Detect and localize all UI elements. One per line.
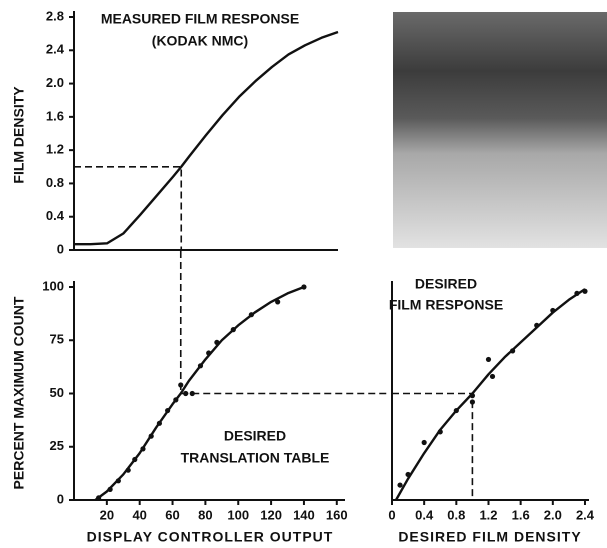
- x-tick-label: 1.6: [512, 507, 530, 522]
- x-tick-label: 0.8: [447, 507, 465, 522]
- y-tick-label: 25: [50, 438, 64, 453]
- x-axis-label: DISPLAY CONTROLLER OUTPUT: [87, 529, 334, 545]
- data-point: [490, 374, 495, 379]
- x-tick-label: 120: [260, 507, 282, 522]
- guide-line: [181, 251, 387, 394]
- data-point: [190, 391, 195, 396]
- data-point: [206, 350, 211, 355]
- x-tick-label: 2.0: [544, 507, 562, 522]
- guide-line: [74, 167, 181, 250]
- y-tick-label: 2.8: [46, 8, 64, 23]
- x-tick-label: 0: [388, 507, 395, 522]
- chart-title: DESIRED: [415, 276, 477, 292]
- data-point: [198, 363, 203, 368]
- data-point: [231, 327, 236, 332]
- y-tick-label: 0: [57, 241, 64, 256]
- data-point: [126, 468, 131, 473]
- film-photo: [393, 12, 607, 248]
- y-tick-label: 75: [50, 332, 64, 347]
- data-point: [470, 393, 475, 398]
- data-point: [157, 421, 162, 426]
- y-axis-label: PERCENT MAXIMUM COUNT: [11, 296, 27, 489]
- data-point: [108, 487, 113, 492]
- data-point: [486, 357, 491, 362]
- data-point: [275, 299, 280, 304]
- data-point: [165, 408, 170, 413]
- chart-subtitle: FILM RESPONSE: [389, 297, 503, 313]
- data-point: [96, 495, 101, 500]
- data-point: [470, 399, 475, 404]
- annotation: TRANSLATION TABLE: [181, 450, 330, 466]
- data-point: [438, 429, 443, 434]
- y-tick-label: 0: [57, 491, 64, 506]
- x-axis-label: DESIRED FILM DENSITY: [398, 529, 581, 545]
- data-point: [183, 391, 188, 396]
- x-tick-label: 1.2: [479, 507, 497, 522]
- data-point: [149, 434, 154, 439]
- data-point: [454, 408, 459, 413]
- y-tick-label: 2.0: [46, 75, 64, 90]
- data-point: [550, 308, 555, 313]
- data-point: [116, 478, 121, 483]
- x-tick-label: 80: [198, 507, 212, 522]
- data-point: [249, 312, 254, 317]
- y-tick-label: 2.4: [46, 42, 65, 57]
- x-tick-label: 60: [165, 507, 179, 522]
- chart-subtitle: (KODAK NMC): [152, 33, 248, 49]
- y-tick-label: 1.2: [46, 142, 64, 157]
- data-point: [405, 472, 410, 477]
- data-point: [132, 457, 137, 462]
- data-point: [214, 340, 219, 345]
- y-tick-label: 50: [50, 385, 64, 400]
- data-point: [140, 446, 145, 451]
- y-tick-label: 100: [42, 278, 64, 293]
- data-point: [582, 289, 587, 294]
- x-tick-label: 2.4: [576, 507, 595, 522]
- figure: MEASURED FILM RESPONSE (KODAK NMC) FILM DE…: [0, 0, 607, 548]
- x-tick-label: 0.4: [415, 507, 434, 522]
- y-axis-label: FILM DENSITY: [11, 86, 27, 184]
- data-point: [301, 284, 306, 289]
- chart-title: MEASURED FILM RESPONSE: [101, 11, 299, 27]
- annotation: DESIRED: [224, 428, 286, 444]
- y-tick-label: 0.4: [46, 208, 65, 223]
- x-tick-label: 40: [132, 507, 146, 522]
- x-tick-label: 100: [227, 507, 249, 522]
- curve: [396, 289, 585, 500]
- data-point: [173, 397, 178, 402]
- data-point: [178, 382, 183, 387]
- data-point: [574, 291, 579, 296]
- y-tick-label: 0.8: [46, 175, 64, 190]
- curve: [74, 32, 338, 244]
- data-point: [534, 323, 539, 328]
- x-tick-label: 140: [293, 507, 315, 522]
- x-tick-label: 160: [326, 507, 348, 522]
- x-tick-label: 20: [100, 507, 114, 522]
- data-point: [397, 482, 402, 487]
- y-tick-label: 1.6: [46, 108, 64, 123]
- data-point: [422, 440, 427, 445]
- data-point: [510, 348, 515, 353]
